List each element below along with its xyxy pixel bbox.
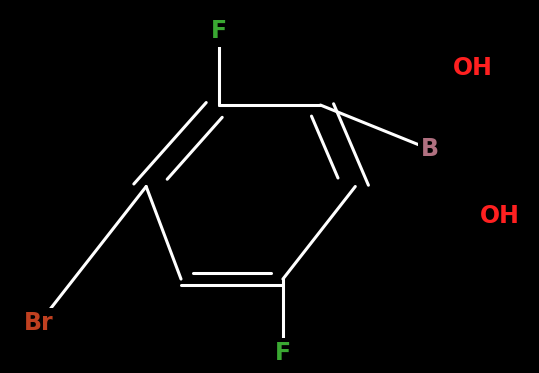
Text: OH: OH [453, 56, 493, 80]
Text: B: B [421, 138, 439, 162]
Text: F: F [275, 341, 291, 365]
Text: Br: Br [24, 311, 54, 335]
Text: F: F [211, 19, 226, 43]
Text: OH: OH [480, 204, 520, 228]
